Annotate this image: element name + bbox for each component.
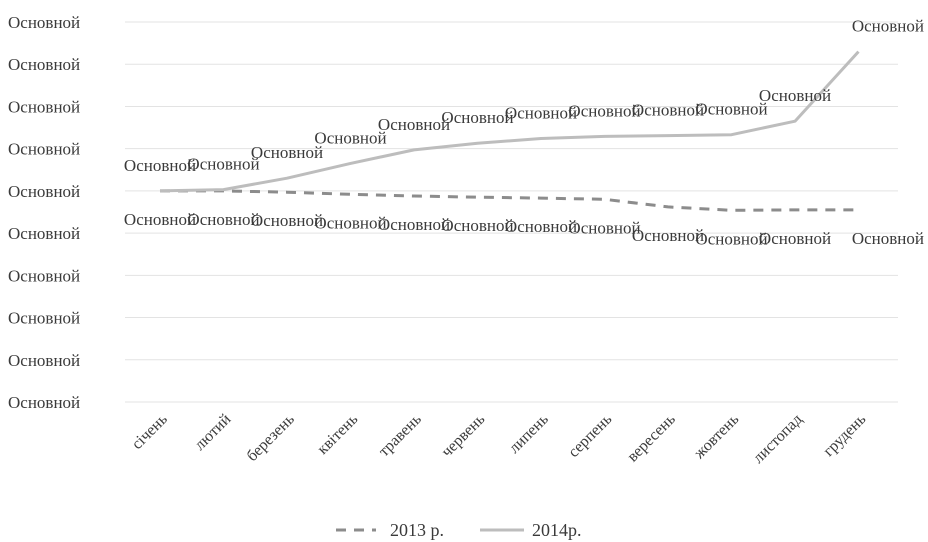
y-tick-label: Основной [8, 182, 80, 201]
data-label: Основной [251, 211, 323, 230]
data-labels: ОсновнойОсновнойОсновнойОсновнойОсновной… [124, 17, 924, 249]
data-label: Основной [314, 128, 386, 147]
x-tick-label: березень [244, 411, 298, 465]
data-label: Основной [378, 215, 450, 234]
x-tick-label: листопад [750, 411, 806, 467]
data-label: Основной [632, 226, 704, 245]
x-tick-label: травень [376, 411, 425, 460]
y-axis-tick-labels: Основной Основной Основной Основной Основной… [8, 13, 80, 412]
data-label: Основной [441, 108, 513, 127]
y-tick-label: Основной [8, 140, 80, 159]
data-label: Основной [124, 210, 196, 229]
data-label: Основной [187, 155, 259, 174]
x-tick-label: грудень [820, 411, 869, 460]
legend-label-2014: 2014р. [532, 520, 582, 540]
data-label: Основной [759, 86, 831, 105]
y-tick-label: Основной [8, 97, 80, 116]
x-tick-label: серпень [565, 411, 615, 461]
data-label: Основной [441, 216, 513, 235]
data-label: Основной [695, 100, 767, 119]
y-tick-label: Основной [8, 309, 80, 328]
x-tick-label: січень [129, 411, 171, 453]
y-tick-label: Основной [8, 13, 80, 32]
data-label: Основной [568, 101, 640, 120]
y-tick-label: Основной [8, 55, 80, 74]
data-label: Основной [632, 101, 704, 120]
series-lines [159, 50, 860, 212]
x-tick-label: квітень [314, 411, 361, 458]
y-tick-label: Основной [8, 393, 80, 412]
x-tick-label: червень [438, 411, 488, 461]
data-label: Основной [251, 143, 323, 162]
data-label: Основной [505, 104, 577, 123]
legend-label-2013: 2013 р. [390, 520, 444, 540]
legend: 2013 р. 2014р. [336, 520, 582, 540]
x-tick-label: липень [506, 411, 552, 457]
data-label: Основной [505, 217, 577, 236]
data-label: Основной [759, 229, 831, 248]
y-tick-label: Основной [8, 224, 80, 243]
series-line-0 [160, 189, 859, 212]
data-label: Основной [124, 156, 196, 175]
series-line-1 [159, 50, 860, 193]
x-tick-label: лютий [191, 410, 234, 453]
x-tick-label: жовтень [690, 411, 742, 463]
data-label: Основной [568, 218, 640, 237]
y-tick-label: Основной [8, 266, 80, 285]
data-label: Основной [852, 17, 924, 36]
x-tick-label: вересень [624, 411, 679, 466]
data-label: Основной [378, 115, 450, 134]
x-axis-tick-labels: січень лютий березень квітень травень червень… [129, 410, 870, 466]
data-label: Основной [314, 213, 386, 232]
data-label: Основной [695, 229, 767, 248]
y-tick-label: Основной [8, 351, 80, 370]
data-label: Основной [187, 210, 259, 229]
data-label: Основной [852, 229, 924, 248]
